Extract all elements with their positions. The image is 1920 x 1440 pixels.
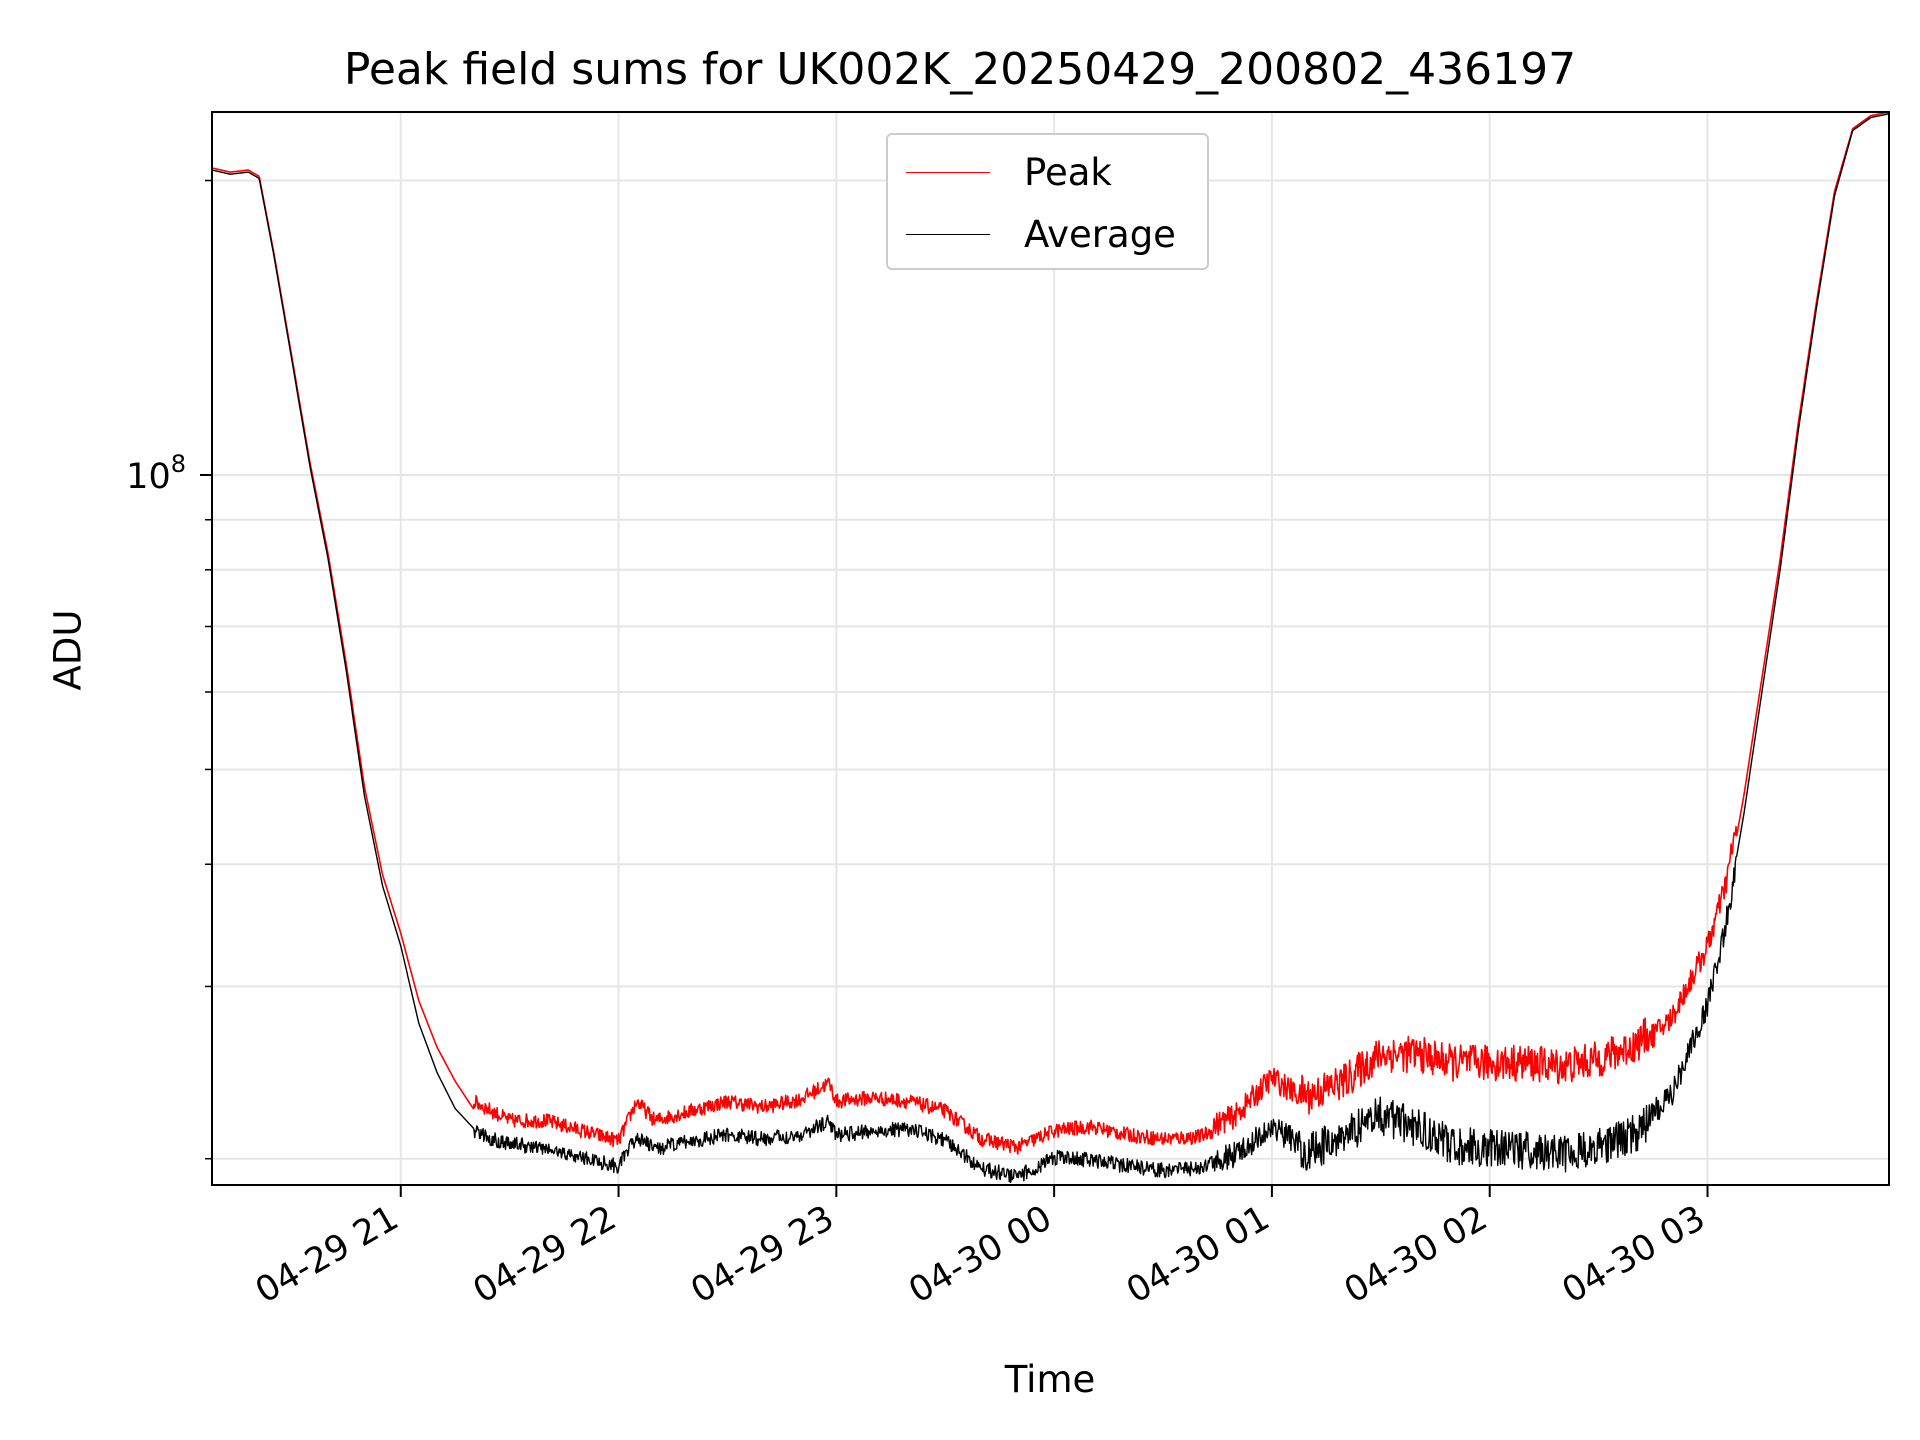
grid-lines bbox=[212, 112, 1889, 1185]
series-line-peak bbox=[212, 112, 1889, 1155]
series-lines bbox=[212, 112, 1889, 1184]
legend-line-peak bbox=[906, 171, 990, 173]
x-tick-label: 04-30 02 bbox=[1338, 1198, 1494, 1311]
legend-entry-average: Average bbox=[906, 211, 1176, 257]
legend-line-average bbox=[906, 233, 990, 235]
x-tick-label: 04-29 21 bbox=[249, 1198, 405, 1311]
y-tick-label: 108 bbox=[126, 450, 186, 497]
legend-label-peak: Peak bbox=[1024, 150, 1112, 194]
x-tick-label: 04-29 22 bbox=[467, 1198, 623, 1311]
series-line-average bbox=[212, 113, 1889, 1184]
x-tick-label: 04-30 01 bbox=[1120, 1198, 1276, 1311]
y-axis-label: ADU bbox=[46, 609, 90, 691]
legend-entry-peak: Peak bbox=[906, 149, 1112, 195]
x-axis-ticks: 04-29 21 04-29 22 04-29 23 04-30 00 04-30 01… bbox=[249, 1185, 1712, 1311]
x-tick-label: 04-30 00 bbox=[902, 1198, 1058, 1311]
chart-title: Peak field sums for UK002K_20250429_2008… bbox=[343, 44, 1577, 95]
x-tick-label: 04-29 23 bbox=[685, 1198, 841, 1311]
y-axis-ticks: 108 bbox=[126, 179, 212, 1160]
plot-frame bbox=[211, 111, 1890, 1186]
legend-label-average: Average bbox=[1024, 212, 1176, 256]
x-tick-label: 04-30 03 bbox=[1556, 1198, 1712, 1311]
legend: Peak Average bbox=[886, 133, 1209, 270]
x-axis-label: Time bbox=[1004, 1358, 1096, 1401]
